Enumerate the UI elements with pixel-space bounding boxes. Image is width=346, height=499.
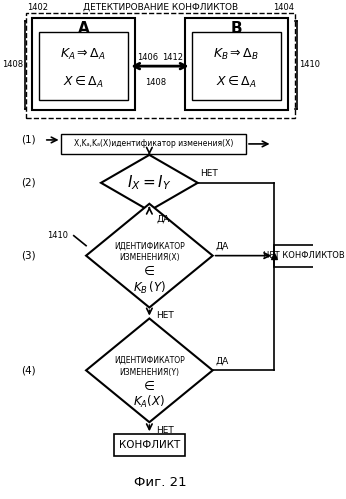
Text: 1408: 1408 bbox=[145, 78, 166, 87]
Text: (4): (4) bbox=[21, 365, 35, 375]
Text: 1410: 1410 bbox=[47, 231, 69, 240]
Text: 1406: 1406 bbox=[137, 53, 158, 62]
Bar bbox=[274, 245, 334, 266]
Bar bbox=[62, 134, 246, 154]
Text: ИЗМЕНЕНИЯ(Y): ИЗМЕНЕНИЯ(Y) bbox=[119, 368, 179, 377]
Text: ИДЕНТИФИКАТОР: ИДЕНТИФИКАТОР bbox=[114, 241, 185, 250]
Bar bbox=[114, 434, 184, 456]
Text: 1412: 1412 bbox=[162, 53, 183, 62]
Text: $K_A\Rightarrow\Delta_A$: $K_A\Rightarrow\Delta_A$ bbox=[61, 46, 107, 62]
Text: $K_B\,(Y)$: $K_B\,(Y)$ bbox=[133, 279, 166, 295]
Bar bbox=[39, 32, 128, 100]
Bar bbox=[192, 32, 281, 100]
Text: A: A bbox=[78, 21, 89, 36]
Text: ИЗМЕНЕНИЯ(X): ИЗМЕНЕНИЯ(X) bbox=[119, 253, 180, 262]
Polygon shape bbox=[101, 155, 198, 211]
Text: ДА: ДА bbox=[215, 242, 229, 250]
Text: ∈: ∈ bbox=[144, 265, 155, 278]
Text: $K_B\Rightarrow\Delta_B$: $K_B\Rightarrow\Delta_B$ bbox=[213, 46, 260, 62]
Text: ∈: ∈ bbox=[144, 380, 155, 393]
Text: 1404: 1404 bbox=[273, 3, 294, 12]
Bar bbox=[31, 18, 135, 110]
Text: НЕТ КОНФЛИКТОВ: НЕТ КОНФЛИКТОВ bbox=[263, 251, 345, 260]
Text: ДА: ДА bbox=[156, 215, 170, 224]
Polygon shape bbox=[86, 318, 213, 422]
Text: (1): (1) bbox=[21, 135, 35, 145]
Text: КОНФЛИКТ: КОНФЛИКТ bbox=[119, 440, 180, 450]
Text: $X\in\Delta_A$: $X\in\Delta_A$ bbox=[63, 74, 104, 90]
Text: X,Kₐ,Kₐ(X)идентификатор изменения(X): X,Kₐ,Kₐ(X)идентификатор изменения(X) bbox=[74, 139, 234, 148]
Text: 1402: 1402 bbox=[27, 3, 48, 12]
Bar bbox=[26, 13, 295, 118]
Text: $K_A(X)$: $K_A(X)$ bbox=[134, 394, 165, 410]
Text: 1410: 1410 bbox=[299, 60, 320, 69]
Polygon shape bbox=[86, 204, 213, 307]
Text: ДЕТЕКТИРОВАНИЕ КОНФЛИКТОВ: ДЕТЕКТИРОВАНИЕ КОНФЛИКТОВ bbox=[83, 2, 238, 11]
Text: Фиг. 21: Фиг. 21 bbox=[135, 476, 187, 489]
Text: (3): (3) bbox=[21, 250, 35, 260]
Bar bbox=[184, 18, 288, 110]
Text: (2): (2) bbox=[21, 178, 35, 188]
Text: ИДЕНТИФИКАТОР: ИДЕНТИФИКАТОР bbox=[114, 356, 185, 365]
Text: НЕТ: НЕТ bbox=[156, 311, 174, 320]
Text: $X\in\Delta_A$: $X\in\Delta_A$ bbox=[216, 74, 257, 90]
Text: $I_X=I_Y$: $I_X=I_Y$ bbox=[127, 174, 172, 192]
Text: НЕТ: НЕТ bbox=[156, 426, 174, 435]
Text: ДА: ДА bbox=[215, 356, 229, 365]
Text: НЕТ: НЕТ bbox=[200, 169, 218, 178]
Text: B: B bbox=[230, 21, 242, 36]
Text: 1408: 1408 bbox=[2, 60, 23, 69]
